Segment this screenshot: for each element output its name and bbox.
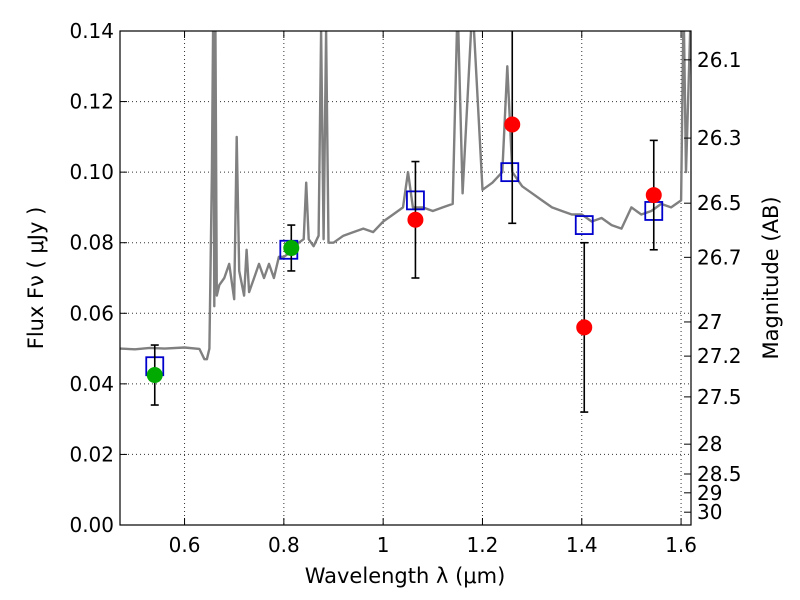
x-tick-label-0: 0.6 xyxy=(169,533,201,557)
y-tick-label-2: 0.04 xyxy=(69,372,114,396)
y-tick-label-7: 0.14 xyxy=(69,19,114,43)
mag-tick-label-2: 26.5 xyxy=(697,191,742,215)
spectrum-line xyxy=(120,31,691,361)
y2-axis-label: Magnitude (AB) xyxy=(759,196,783,359)
y-tick-label-4: 0.08 xyxy=(69,231,114,255)
x-tick-label-1: 0.8 xyxy=(268,533,300,557)
mag-tick-label-1: 26.3 xyxy=(697,126,742,150)
x-axis-label: Wavelength λ (μm) xyxy=(305,564,506,588)
mag-tick-label-3: 26.7 xyxy=(697,245,742,269)
model-square-4 xyxy=(574,215,594,235)
red-point-3 xyxy=(645,187,662,204)
y-tick-label-6: 0.12 xyxy=(69,90,114,114)
mag-tick-label-7: 28 xyxy=(697,432,722,456)
spectrum-layer xyxy=(120,31,691,361)
y-axis-label: Flux Fν ( μJy ) xyxy=(24,207,48,350)
model-square-3 xyxy=(500,162,520,183)
y-tick-label-0: 0.00 xyxy=(69,513,114,537)
y-tick-label-1: 0.02 xyxy=(69,442,114,466)
x-tick-label-4: 1.4 xyxy=(566,533,598,557)
mag-tick-label-9: 29 xyxy=(697,481,722,505)
mag-tick-label-0: 26.1 xyxy=(697,48,742,72)
x-tick-label-3: 1.2 xyxy=(467,533,499,557)
red-point-0 xyxy=(407,211,424,228)
red-point-2 xyxy=(576,319,593,336)
points-layer xyxy=(145,31,664,413)
green-point-1 xyxy=(283,240,300,257)
mag-tick-label-6: 27.5 xyxy=(697,385,742,409)
plot-frame xyxy=(119,30,692,526)
mag-tick-label-8: 28.5 xyxy=(697,462,742,486)
mag-tick-label-10: 30 xyxy=(697,500,722,524)
y-tick-label-3: 0.06 xyxy=(69,301,114,325)
green-point-0 xyxy=(146,367,163,384)
tick-layer: 0.6 0.8 1 1.2 1.4 1.6 0.00 0.02 0.04 0.06 0.08 0.10… xyxy=(69,19,741,557)
y-tick-label-5: 0.10 xyxy=(69,160,114,184)
mag-tick-label-4: 27 xyxy=(697,310,722,334)
x-tick-label-5: 1.6 xyxy=(665,533,697,557)
x-tick-label-2: 1 xyxy=(377,533,390,557)
mag-tick-label-5: 27.2 xyxy=(697,344,742,368)
red-point-1 xyxy=(504,116,521,133)
